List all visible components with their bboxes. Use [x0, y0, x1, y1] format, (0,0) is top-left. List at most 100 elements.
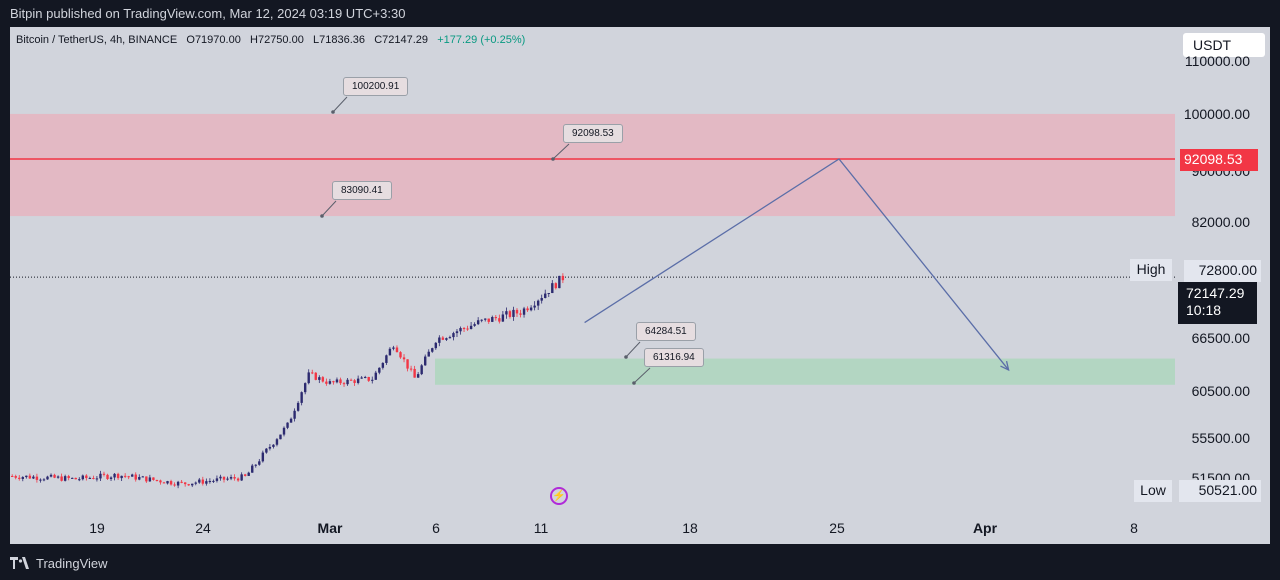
candle: [106, 474, 109, 479]
candle: [191, 483, 194, 486]
candle: [42, 479, 46, 481]
candle: [342, 383, 346, 385]
candle: [356, 378, 360, 383]
candle: [554, 283, 558, 289]
candle: [540, 297, 543, 301]
candle: [339, 379, 342, 384]
brand-name[interactable]: TradingView: [36, 555, 108, 571]
chart-canvas[interactable]: [10, 27, 1175, 544]
symbol-info: Bitcoin / TetherUS, 4h, BINANCE O71970.0…: [16, 34, 525, 46]
callout-100200[interactable]: 100200.91: [343, 77, 409, 96]
candle: [392, 347, 395, 349]
candle: [409, 368, 413, 370]
candle: [473, 324, 476, 326]
candle: [219, 476, 222, 479]
candle: [67, 476, 70, 479]
callout-92098[interactable]: 92098.53: [563, 124, 623, 143]
callout-64284[interactable]: 64284.51: [636, 322, 696, 341]
low-label: L: [313, 34, 320, 46]
callout-dot-64284: [624, 355, 628, 359]
candle: [371, 379, 374, 381]
candle: [307, 372, 310, 384]
candle: [558, 275, 561, 289]
candle: [491, 317, 494, 322]
candle: [173, 484, 176, 486]
candle: [547, 293, 550, 295]
candle: [480, 319, 483, 321]
low-price-tag: 50521.00: [1179, 480, 1261, 502]
candle: [476, 320, 480, 325]
candle: [402, 357, 406, 360]
candle: [208, 481, 212, 483]
price-label-110000: 110000.00: [1184, 53, 1250, 69]
candle: [251, 465, 254, 473]
candle: [78, 479, 81, 481]
candle: [364, 376, 367, 378]
candle: [258, 461, 261, 465]
candle: [399, 352, 402, 358]
resistance-price-tag: 92098.53: [1180, 149, 1258, 171]
tradingview-logo-icon[interactable]: [10, 557, 30, 569]
candle: [116, 473, 120, 479]
candle: [155, 479, 159, 481]
projection-path: [584, 158, 1010, 371]
candle: [434, 342, 437, 349]
time-axis[interactable]: 19 24 Mar 6 11 18 25 Apr 8: [10, 514, 1175, 544]
candle: [515, 309, 519, 314]
candle: [162, 482, 166, 484]
candle: [99, 473, 102, 479]
candle: [505, 311, 508, 315]
candle: [466, 328, 469, 330]
callout-dot-61316: [632, 381, 636, 385]
candle: [166, 481, 169, 484]
chart-pane[interactable]: Bitcoin / TetherUS, 4h, BINANCE O71970.0…: [10, 27, 1175, 544]
published-header: Bitpin published on TradingView.com, Mar…: [10, 6, 406, 21]
footer-bar[interactable]: TradingView: [10, 553, 108, 573]
candle: [533, 305, 536, 308]
candle: [109, 477, 113, 479]
candle: [282, 427, 286, 435]
candle: [222, 476, 226, 480]
candle: [494, 317, 498, 319]
candle: [14, 476, 17, 478]
candle: [187, 484, 190, 486]
flash-icon[interactable]: ⚡: [550, 487, 568, 505]
change-value: +177.29 (+0.25%): [437, 34, 526, 46]
candle: [183, 482, 187, 485]
candle: [296, 402, 300, 411]
candle: [445, 338, 448, 340]
candle: [247, 472, 250, 476]
time-label-25: 25: [829, 520, 845, 536]
candle: [318, 377, 321, 380]
candle: [159, 480, 162, 483]
time-label-11: 11: [533, 520, 549, 536]
support-zone: [435, 358, 1175, 385]
candle: [254, 464, 257, 466]
candle: [32, 476, 35, 479]
candle: [367, 376, 370, 381]
time-label-apr: Apr: [972, 520, 998, 536]
candle: [46, 476, 49, 480]
candle: [81, 475, 84, 480]
candle: [272, 444, 275, 447]
candle: [512, 309, 515, 317]
candle: [378, 367, 381, 373]
callout-dot-100200: [331, 110, 335, 114]
time-label-8: 8: [1130, 520, 1138, 536]
candle: [536, 300, 540, 306]
open-value: 71970.00: [194, 34, 241, 46]
price-axis[interactable]: USDT 110000.00 100000.00 90000.00 82000.…: [1175, 27, 1270, 544]
callout-83090[interactable]: 83090.41: [332, 181, 392, 200]
price-label-82000: 82000.00: [1191, 214, 1250, 230]
candle: [289, 418, 293, 423]
candle: [127, 476, 130, 478]
candle: [92, 477, 95, 479]
candle: [424, 356, 427, 366]
candle: [346, 379, 349, 385]
candle: [441, 337, 445, 340]
candle: [145, 476, 148, 482]
callout-61316[interactable]: 61316.94: [644, 348, 704, 367]
currency-selector[interactable]: USDT: [1183, 33, 1265, 57]
candle: [374, 372, 377, 380]
